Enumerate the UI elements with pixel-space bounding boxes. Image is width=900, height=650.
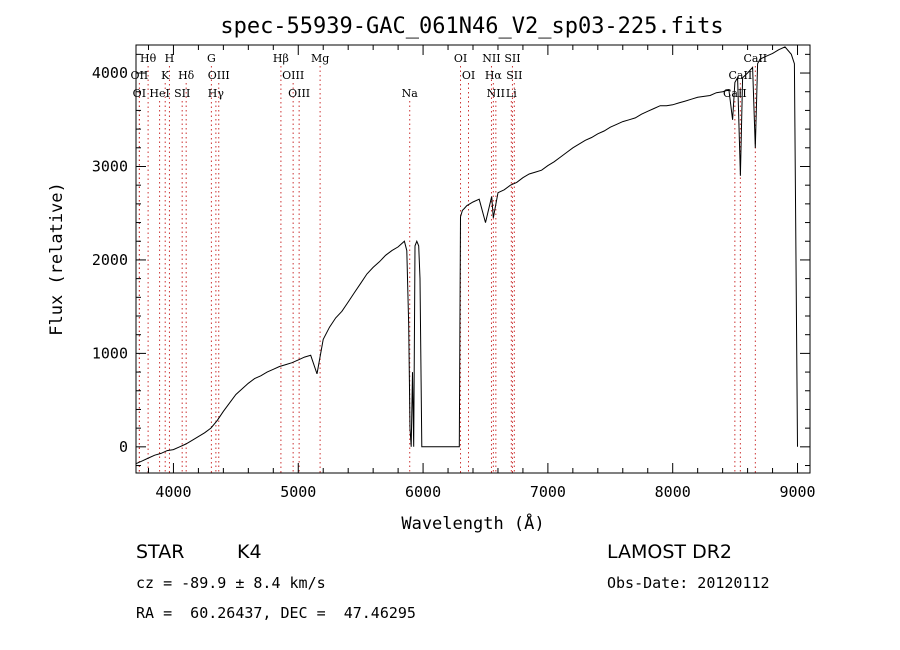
line-label-8: G <box>207 52 216 65</box>
line-label-1: OII <box>131 69 149 82</box>
line-label-13: OIII <box>288 87 310 100</box>
chart-title: spec-55939-GAC_061N46_V2_sp03-225.fits <box>220 14 723 39</box>
line-label-5: HeI <box>149 87 169 100</box>
line-label-3: H <box>165 52 175 65</box>
object-subclass: K4 <box>237 541 262 563</box>
spectral-line-labels: Hθ OII OI HK HeI Hδ SII G OIII Hγ Hβ OIII OIII Mg Na OI… <box>131 52 768 100</box>
line-label-19: Hα <box>485 69 503 82</box>
spectrum-line <box>135 46 798 465</box>
survey-name: LAMOST DR2 <box>607 541 732 563</box>
y-axis-label: Flux (relative) <box>47 182 67 336</box>
x-axis: 4000 5000 6000 7000 8000 9000 <box>147 45 816 501</box>
y-tick-label-3: 3000 <box>92 157 128 175</box>
line-label-24: CaII <box>743 52 767 65</box>
x-tick-label-2: 6000 <box>405 483 441 501</box>
line-label-9: OIII <box>208 69 230 82</box>
x-tick-label-0: 4000 <box>155 483 191 501</box>
line-label-21: SII <box>504 52 520 65</box>
observation-date: Obs-Date: 20120112 <box>607 574 770 592</box>
line-label-25: CaII <box>729 69 753 82</box>
line-label-18: NII <box>482 52 500 65</box>
object-class: STAR <box>136 541 185 563</box>
line-label-17: OI <box>462 69 475 82</box>
y-tick-label-4: 4000 <box>92 64 128 82</box>
y-tick-label-1: 1000 <box>92 344 128 362</box>
spectral-line-markers <box>138 66 756 473</box>
line-label-20: NII <box>487 87 505 100</box>
line-label-2: OI <box>133 87 146 100</box>
y-tick-label-0: 0 <box>119 438 128 456</box>
line-label-16: OI <box>454 52 467 65</box>
y-tick-label-2: 2000 <box>92 251 128 269</box>
line-label-12: OIII <box>282 69 304 82</box>
line-label-10: Hγ <box>208 87 225 100</box>
plot-frame <box>135 44 811 474</box>
line-label-14: Mg <box>311 52 329 65</box>
line-label-23: Li <box>506 87 517 100</box>
line-label-6: Hδ <box>178 69 195 82</box>
line-label-0: Hθ <box>140 52 157 65</box>
redshift-value: cz = -89.9 ± 8.4 km/s <box>136 574 326 592</box>
line-label-22: SII <box>506 69 522 82</box>
line-label-11: Hβ <box>273 52 289 65</box>
x-tick-label-5: 9000 <box>779 483 815 501</box>
line-label-4: K <box>161 69 170 82</box>
x-tick-label-4: 8000 <box>655 483 691 501</box>
x-tick-label-1: 5000 <box>280 483 316 501</box>
line-label-7: SII <box>174 87 190 100</box>
line-label-15: Na <box>402 87 419 100</box>
x-axis-label: Wavelength (Å) <box>401 512 544 534</box>
coordinates: RA = 60.26437, DEC = 47.46295 <box>136 604 416 622</box>
y-axis: 0 1000 2000 3000 4000 <box>92 53 810 467</box>
x-tick-label-3: 7000 <box>530 483 566 501</box>
